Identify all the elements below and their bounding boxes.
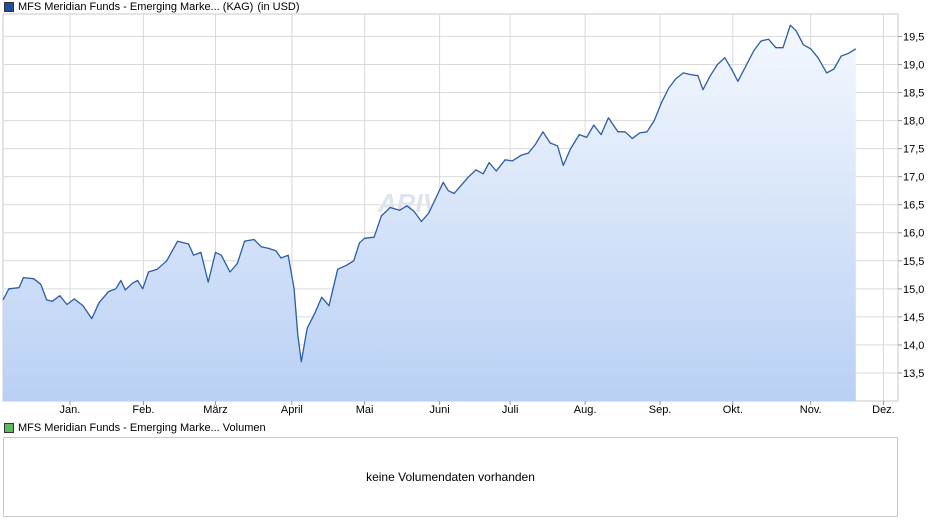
x-tick-label: Dez. — [872, 404, 895, 416]
x-tick-label: Jan. — [60, 404, 81, 416]
y-tick-label: 13,5 — [903, 368, 924, 380]
x-tick-label: März — [203, 404, 227, 416]
x-tick-label: Juli — [502, 404, 519, 416]
volume-panel: keine Volumendaten vorhanden — [3, 437, 898, 517]
y-tick-label: 19,0 — [903, 59, 924, 71]
price-legend: MFS Meridian Funds - Emerging Marke... (… — [4, 0, 300, 14]
x-tick-label: Mai — [356, 404, 374, 416]
y-tick-label: 14,0 — [903, 340, 924, 352]
y-tick-label: 17,0 — [903, 172, 924, 184]
x-tick-label: Juni — [429, 404, 449, 416]
price-area — [2, 24, 857, 401]
y-tick-label: 16,0 — [903, 228, 924, 240]
y-tick-label: 18,0 — [903, 116, 924, 128]
x-tick-label: Feb. — [132, 404, 154, 416]
price-chart: ARIVA.DE 13,514,014,515,015,516,016,517,… — [2, 13, 924, 416]
volume-legend-swatch — [4, 423, 14, 433]
y-tick-label: 18,5 — [903, 88, 924, 100]
x-tick-label: Okt. — [723, 404, 743, 416]
volume-empty-message: keine Volumendaten vorhanden — [366, 470, 535, 484]
x-tick-label: Nov. — [800, 404, 822, 416]
y-tick-label: 14,5 — [903, 312, 924, 324]
x-tick-label: Sep. — [649, 404, 672, 416]
price-legend-unit: (in USD) — [257, 1, 300, 13]
price-line — [2, 24, 857, 363]
y-tick-label: 15,0 — [903, 284, 924, 296]
x-axis-ticks: Jan. Feb. März April Mai Juni Juli Aug. Sep. Okt.… — [60, 401, 895, 416]
price-legend-label: MFS Meridian Funds - Emerging Marke... (… — [18, 1, 254, 13]
volume-legend: MFS Meridian Funds - Emerging Marke... V… — [4, 421, 266, 435]
y-tick-label: 19,5 — [903, 31, 924, 43]
price-legend-swatch — [4, 2, 14, 12]
y-axis-ticks: 13,5 14,0 14,5 15,0 15,5 16,0 16,5 17,0 17,5 18,0… — [898, 31, 924, 380]
x-tick-label: Aug. — [574, 404, 597, 416]
y-tick-label: 16,5 — [903, 200, 924, 212]
y-tick-label: 15,5 — [903, 256, 924, 268]
x-tick-label: April — [281, 404, 303, 416]
volume-legend-label: MFS Meridian Funds - Emerging Marke... V… — [18, 422, 266, 434]
y-tick-label: 17,5 — [903, 144, 924, 156]
